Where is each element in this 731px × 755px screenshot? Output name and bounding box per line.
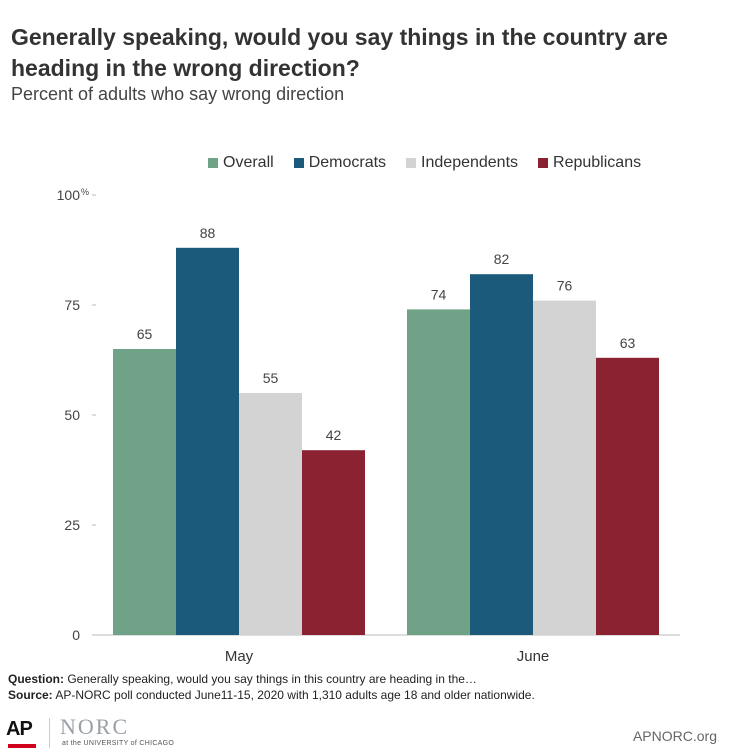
y-tick-label: 100 <box>57 187 81 203</box>
legend-swatch <box>293 158 304 168</box>
source-note: Source: AP-NORC poll conducted June11-15… <box>8 688 535 702</box>
data-label: 88 <box>200 225 216 241</box>
legend-item-overall: Overall <box>208 154 274 172</box>
data-label: 74 <box>431 286 447 302</box>
bar-overall-may <box>113 349 176 635</box>
logo-bar: AP NORC at the UNIVERSITY of CHICAGO APN… <box>0 714 731 755</box>
legend-label: Overall <box>223 154 274 171</box>
legend-swatch <box>208 158 218 168</box>
legend-label: Independents <box>421 154 519 171</box>
question-text: Generally speaking, would you say things… <box>67 672 477 686</box>
bar-democrats-june <box>470 274 533 635</box>
x-category-label: June <box>517 648 550 665</box>
data-label: 65 <box>137 326 153 342</box>
y-tick-label: 50 <box>64 407 80 423</box>
y-tick-label: 75 <box>64 297 80 313</box>
chart-title: Generally speaking, would you say things… <box>11 24 668 81</box>
bar-overall-june <box>407 309 470 635</box>
data-label: 63 <box>620 335 636 351</box>
source-text: AP-NORC poll conducted June11-15, 2020 w… <box>55 688 535 702</box>
bar-republicans-june <box>596 357 659 635</box>
bar-chart: 0 25 50 75 100 % 65 88 55 42 May 74 82 76 63 June <box>57 187 680 665</box>
y-tick-label: 0 <box>72 627 80 643</box>
question-note: Question: Generally speaking, would you … <box>8 672 477 686</box>
bar-independents-june <box>533 300 596 635</box>
source-label: Source: <box>8 688 53 702</box>
data-label: 55 <box>263 370 279 386</box>
legend-label: Democrats <box>308 154 387 171</box>
legend-item-independents: Independents <box>406 154 518 172</box>
norc-subtitle: at the UNIVERSITY of CHICAGO <box>62 740 175 747</box>
site-link[interactable]: APNORC.org <box>632 728 717 744</box>
legend: Overall Democrats Independents Republicans <box>208 154 641 172</box>
ap-logo: AP <box>6 718 33 740</box>
bar-independents-may <box>239 393 302 635</box>
data-label: 76 <box>557 278 573 294</box>
legend-label: Republicans <box>553 154 642 171</box>
bar-democrats-may <box>176 247 239 636</box>
bar-republicans-may <box>302 450 365 635</box>
legend-swatch <box>406 158 417 168</box>
x-category-label: May <box>225 648 254 665</box>
y-tick-unit: % <box>81 187 89 197</box>
legend-item-republicans: Republicans <box>538 154 641 172</box>
legend-item-democrats: Democrats <box>293 154 387 172</box>
question-label: Question: <box>8 672 64 686</box>
logo-divider <box>49 718 50 748</box>
legend-swatch <box>538 158 549 168</box>
norc-logo: NORC <box>60 714 130 739</box>
ap-logo-underline <box>8 744 36 748</box>
y-tick-label: 25 <box>64 517 80 533</box>
data-label: 82 <box>494 251 510 267</box>
chart-subtitle: Percent of adults who say wrong directio… <box>11 84 345 104</box>
data-label: 42 <box>326 427 342 443</box>
